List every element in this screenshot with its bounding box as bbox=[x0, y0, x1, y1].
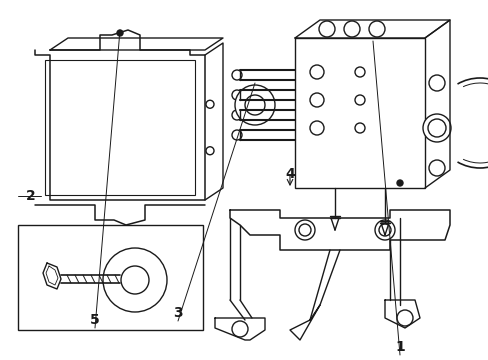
Bar bbox=[294, 38, 424, 188]
Circle shape bbox=[378, 224, 390, 236]
Circle shape bbox=[294, 220, 314, 240]
Circle shape bbox=[368, 21, 384, 37]
Circle shape bbox=[374, 220, 394, 240]
Bar bbox=[18, 225, 203, 330]
Circle shape bbox=[309, 65, 324, 79]
Circle shape bbox=[103, 248, 167, 312]
Circle shape bbox=[231, 110, 242, 120]
Circle shape bbox=[427, 119, 445, 137]
Circle shape bbox=[354, 123, 364, 133]
Circle shape bbox=[318, 21, 334, 37]
Circle shape bbox=[117, 30, 123, 36]
Bar bbox=[45, 60, 195, 195]
Circle shape bbox=[298, 224, 310, 236]
Circle shape bbox=[428, 160, 444, 176]
Circle shape bbox=[235, 85, 274, 125]
Circle shape bbox=[396, 310, 412, 326]
Circle shape bbox=[309, 93, 324, 107]
Circle shape bbox=[354, 67, 364, 77]
Circle shape bbox=[309, 121, 324, 135]
Circle shape bbox=[343, 21, 359, 37]
Circle shape bbox=[428, 75, 444, 91]
Text: 4: 4 bbox=[285, 167, 294, 181]
Circle shape bbox=[354, 95, 364, 105]
Circle shape bbox=[121, 266, 149, 294]
Circle shape bbox=[231, 321, 247, 337]
Text: 1: 1 bbox=[394, 340, 404, 354]
Circle shape bbox=[244, 95, 264, 115]
Circle shape bbox=[422, 114, 450, 142]
Circle shape bbox=[396, 180, 402, 186]
Circle shape bbox=[231, 90, 242, 100]
Circle shape bbox=[205, 100, 214, 108]
Circle shape bbox=[205, 147, 214, 155]
Circle shape bbox=[231, 70, 242, 80]
Text: 2: 2 bbox=[26, 189, 36, 203]
Text: 3: 3 bbox=[173, 306, 183, 320]
Circle shape bbox=[231, 130, 242, 140]
Text: 5: 5 bbox=[90, 313, 100, 327]
